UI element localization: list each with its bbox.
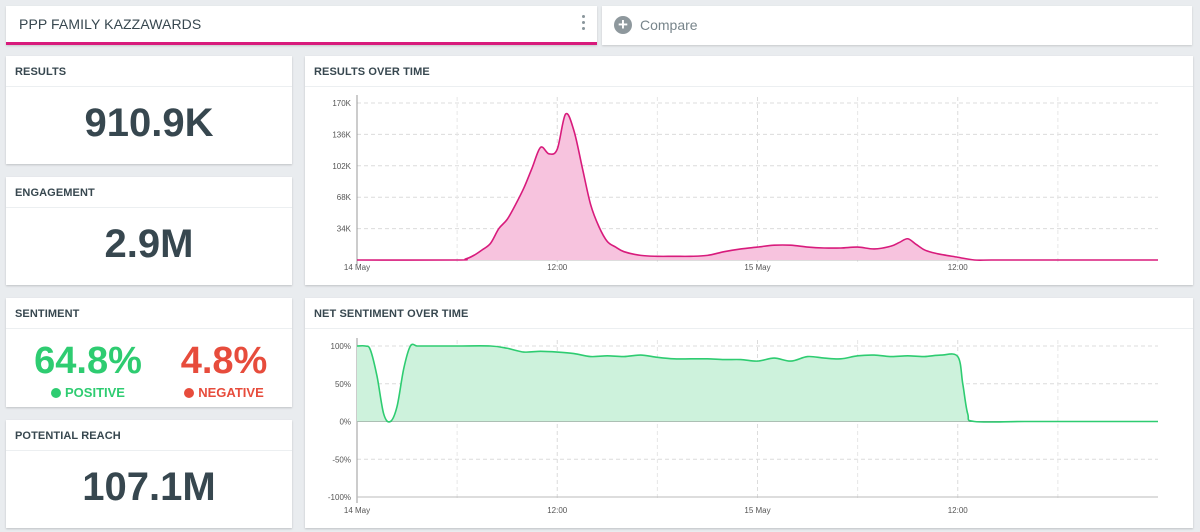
compare-button[interactable]: + Compare xyxy=(602,6,1192,45)
y-tick-label: 68K xyxy=(337,193,352,202)
x-tick-label: 15 May xyxy=(744,263,770,272)
sentiment-chart-title: NET SENTIMENT OVER TIME xyxy=(305,298,1193,329)
results-chart-title: RESULTS OVER TIME xyxy=(305,56,1193,87)
positive-label: POSITIVE xyxy=(65,385,125,400)
x-tick-label: 14 May xyxy=(344,263,370,272)
reach-value: 107.1M xyxy=(82,465,216,509)
sentiment-chart-card: NET SENTIMENT OVER TIME 100% 50% 0% -50% -10… xyxy=(305,298,1193,528)
results-card: RESULTS 910.9K xyxy=(6,56,292,164)
x-tick-label: 15 May xyxy=(744,506,770,515)
plus-circle-icon: + xyxy=(614,16,632,34)
y-tick-label: 102K xyxy=(332,162,351,171)
series-line xyxy=(356,112,1158,262)
y-tick-label: 136K xyxy=(332,130,351,139)
happy-face-icon xyxy=(51,388,62,398)
sentiment-card-title: SENTIMENT xyxy=(6,298,292,329)
y-tick-label: 34K xyxy=(337,225,352,234)
sentiment-card: SENTIMENT 64.8% POSITIVE 4.8% NEGATIVE xyxy=(6,298,292,407)
query-title: PPP FAMILY KAZZAWARDS xyxy=(19,16,202,32)
x-tick-label: 12:00 xyxy=(547,506,568,515)
reach-card-title: POTENTIAL REACH xyxy=(6,420,292,451)
series-line xyxy=(356,343,1158,423)
x-tick-label: 14 May xyxy=(344,506,370,515)
y-tick-label: 0% xyxy=(339,418,351,427)
positive-value: 64.8% xyxy=(34,340,142,382)
series-area xyxy=(357,344,1158,423)
y-tick-label: 100% xyxy=(331,342,351,351)
negative-sentiment: 4.8% NEGATIVE xyxy=(164,340,284,400)
engagement-value: 2.9M xyxy=(104,222,194,266)
reach-card: POTENTIAL REACH 107.1M xyxy=(6,420,292,528)
positive-sentiment: 64.8% POSITIVE xyxy=(28,340,148,400)
results-value: 910.9K xyxy=(84,101,214,145)
sad-face-icon xyxy=(184,388,195,398)
engagement-card: ENGAGEMENT 2.9M xyxy=(6,177,292,285)
y-tick-label: 170K xyxy=(332,99,351,108)
query-tab[interactable]: PPP FAMILY KAZZAWARDS xyxy=(6,6,597,45)
engagement-card-title: ENGAGEMENT xyxy=(6,177,292,208)
x-tick-label: 12:00 xyxy=(547,263,568,272)
results-card-title: RESULTS xyxy=(6,56,292,87)
y-tick-label: 50% xyxy=(335,380,351,389)
net-sentiment-over-time-chart[interactable]: 100% 50% 0% -50% -100% 14 May 12:00 15 May 12:00 xyxy=(305,329,1193,528)
y-tick-label: -50% xyxy=(332,455,351,464)
kebab-menu-icon[interactable] xyxy=(577,15,589,33)
results-chart-card: RESULTS OVER TIME 170K 136K 102K 68K 34K 14 M… xyxy=(305,56,1193,285)
x-tick-label: 12:00 xyxy=(948,263,969,272)
compare-label: Compare xyxy=(640,17,698,33)
negative-value: 4.8% xyxy=(180,340,268,382)
x-tick-label: 12:00 xyxy=(948,506,969,515)
results-over-time-chart[interactable]: 170K 136K 102K 68K 34K 14 May 12:00 15 May 12:00 xyxy=(305,87,1193,285)
y-tick-label: -100% xyxy=(328,493,351,502)
negative-label: NEGATIVE xyxy=(198,385,264,400)
